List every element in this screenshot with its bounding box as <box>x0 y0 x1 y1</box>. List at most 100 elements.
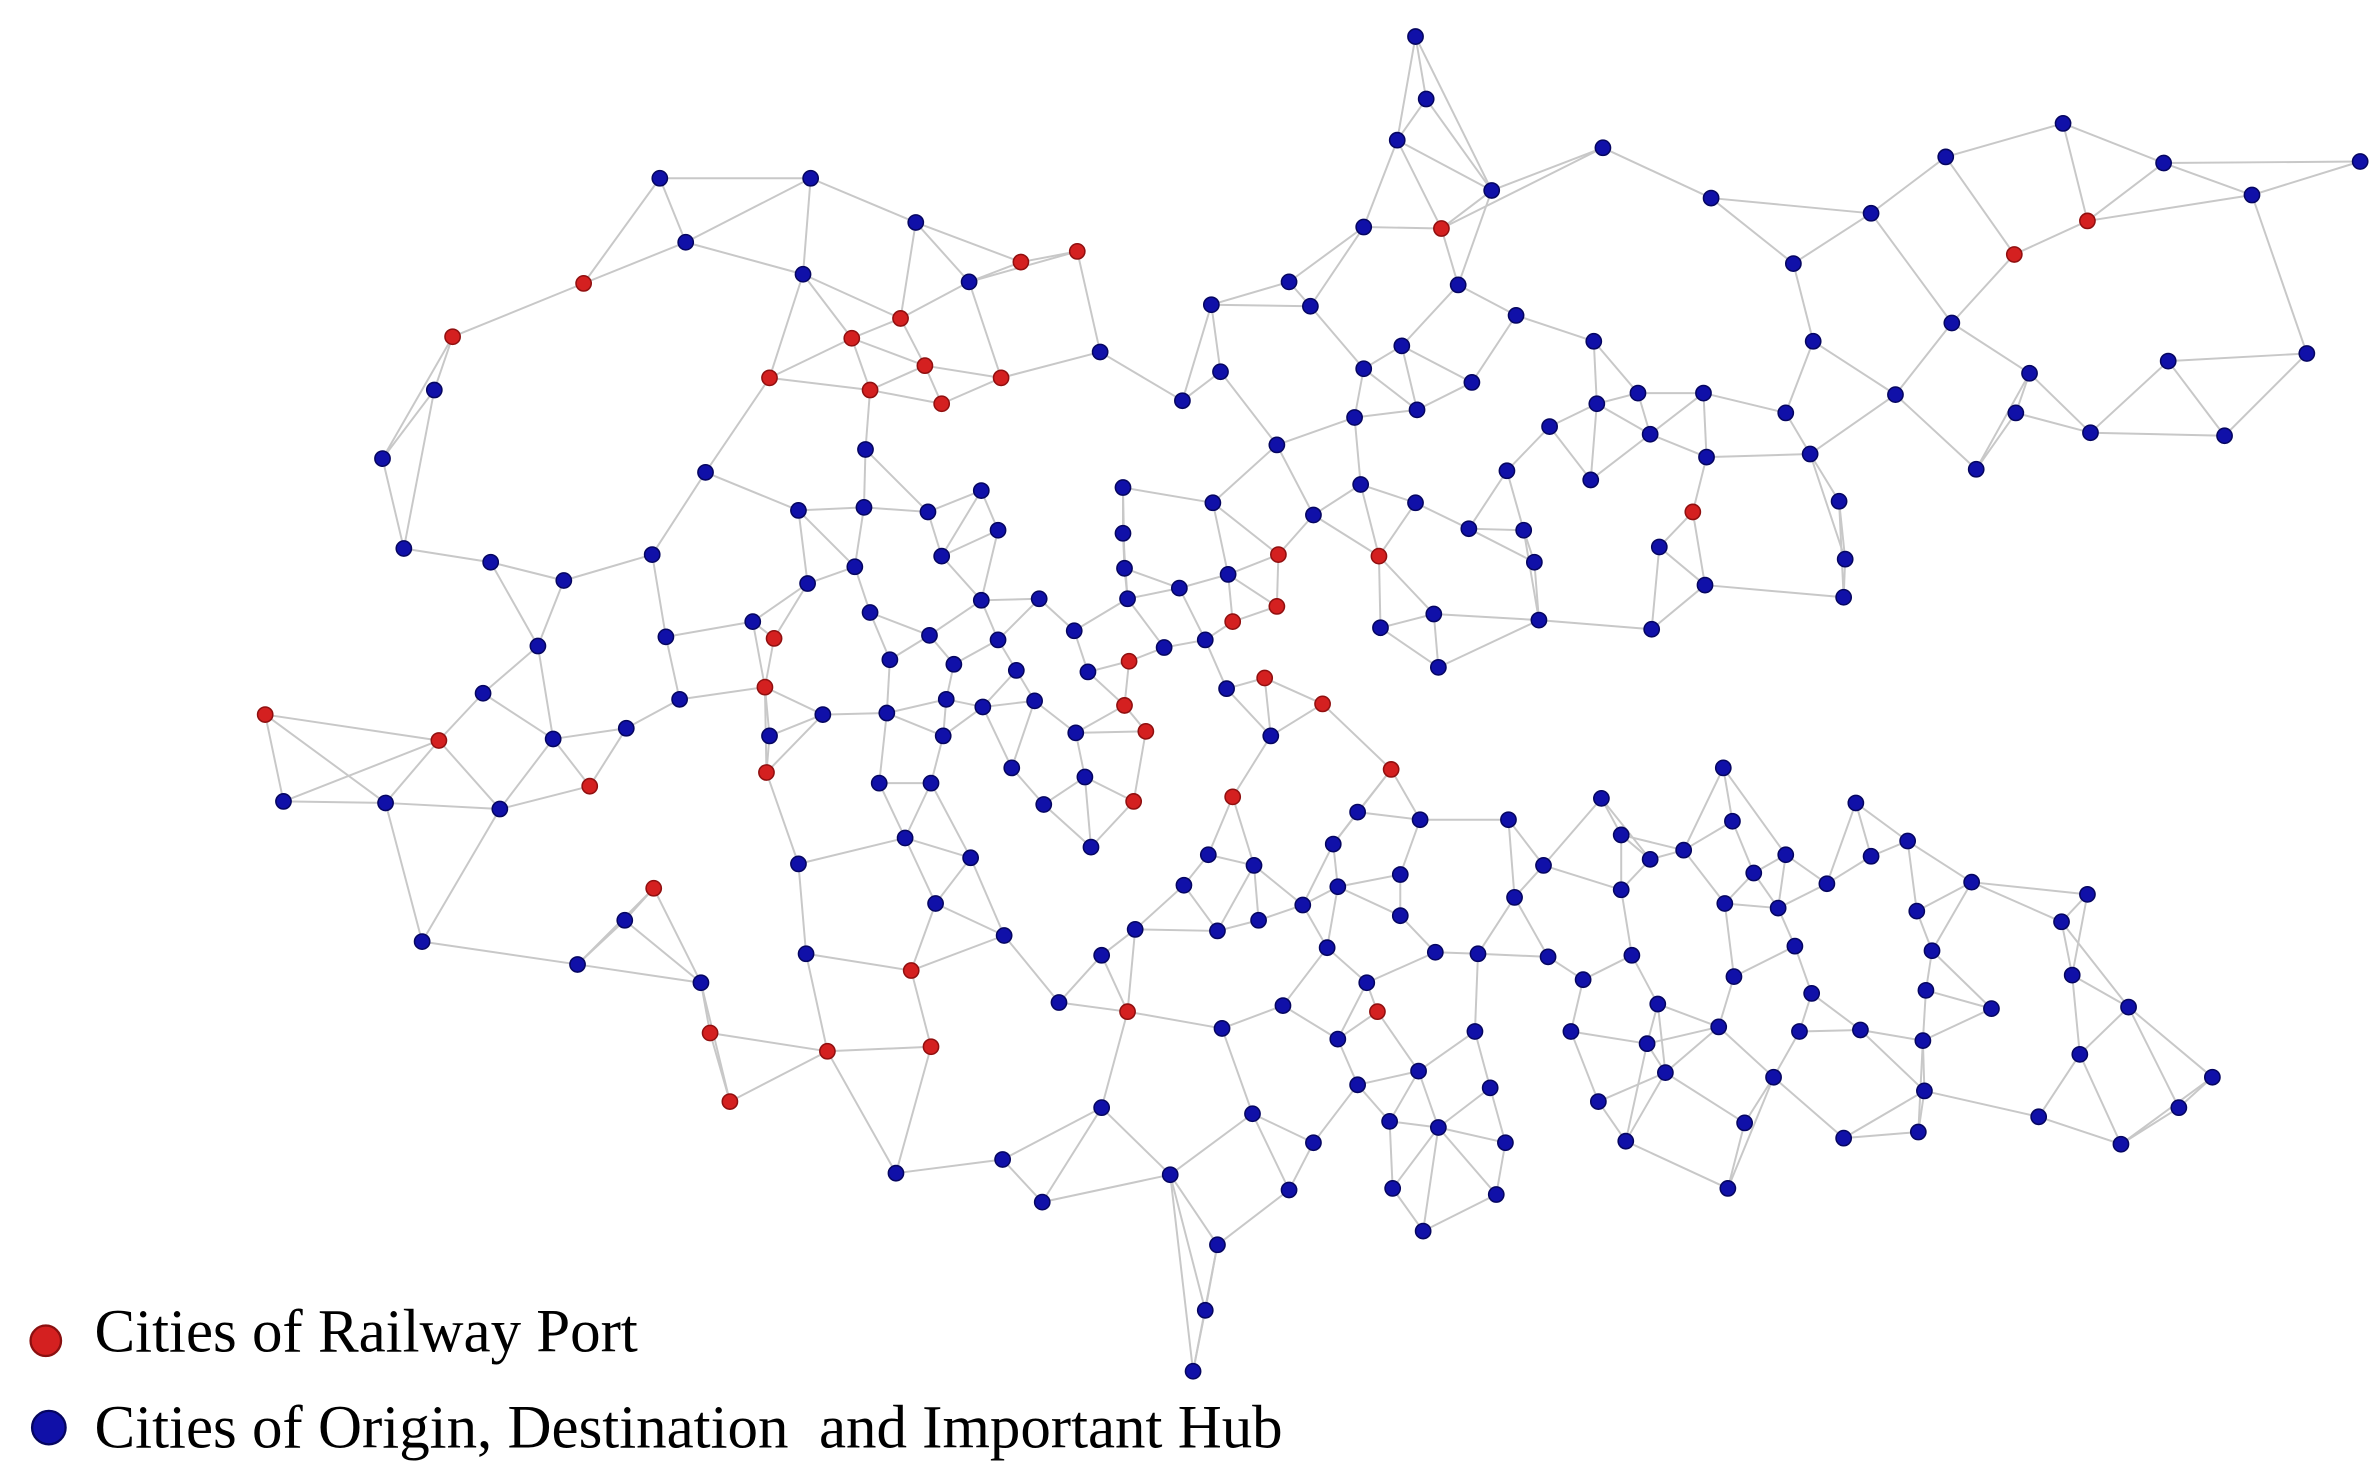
hub-node <box>1909 1123 1927 1141</box>
edge <box>769 337 853 379</box>
edge <box>1211 502 1230 575</box>
hub-node <box>1174 392 1191 410</box>
edge <box>940 555 983 601</box>
hub-node <box>2082 424 2099 442</box>
hub-node <box>994 1151 1011 1168</box>
hub-node <box>1862 204 1880 222</box>
hub-node <box>1116 559 1133 577</box>
edge <box>904 837 937 904</box>
edge <box>1390 768 1421 821</box>
edge <box>1401 284 1459 347</box>
hub-node <box>1469 945 1487 963</box>
hub-node <box>1305 1134 1322 1152</box>
nodes <box>256 28 2369 1380</box>
edge <box>1362 139 1399 228</box>
edge <box>2037 1053 2081 1118</box>
hub-node <box>881 651 899 669</box>
edge <box>805 952 912 972</box>
edge <box>1337 885 1401 917</box>
edge <box>851 337 926 367</box>
edge <box>1975 372 2031 470</box>
hub-node <box>1967 460 1985 478</box>
edge <box>1002 1106 1103 1161</box>
edge <box>2071 894 2089 976</box>
edge <box>899 317 926 367</box>
edge <box>1169 1174 1207 1311</box>
edge <box>1432 613 1440 668</box>
edge <box>1134 884 1185 931</box>
edge <box>1396 139 1493 192</box>
edge <box>1169 1174 1195 1372</box>
railway-port-node <box>1119 1003 1136 1021</box>
edge <box>1651 584 1706 631</box>
edge <box>2251 194 2308 354</box>
hub-node <box>2112 1135 2130 1153</box>
edge <box>1043 803 1092 848</box>
hub-node <box>802 169 820 187</box>
railway-port-node <box>1012 253 1030 271</box>
hub-node <box>2159 352 2177 370</box>
hub-node <box>1212 363 1229 381</box>
hub-node <box>1574 971 1592 989</box>
hub-node <box>1803 985 1821 1002</box>
edge <box>563 553 653 582</box>
edge <box>1360 483 1416 504</box>
hub-node <box>934 727 952 745</box>
hub-node <box>907 214 925 231</box>
hub-node <box>1463 374 1481 391</box>
edge <box>1275 554 1280 607</box>
edge <box>1726 1076 1775 1189</box>
hub-node <box>555 572 573 589</box>
hub-node <box>1250 911 1267 929</box>
hub-node <box>2030 1108 2048 1126</box>
edge <box>536 580 565 647</box>
hub-node <box>878 704 896 722</box>
hub-node <box>1426 943 1444 961</box>
edge <box>797 510 809 584</box>
edge <box>1437 619 1540 669</box>
edge <box>1084 776 1135 803</box>
edge <box>769 713 824 737</box>
edge <box>1777 854 1787 909</box>
edge <box>1945 122 2064 158</box>
edge <box>769 376 871 392</box>
edge <box>1399 819 1422 875</box>
hub-node <box>972 591 990 609</box>
hub-node <box>1079 663 1097 681</box>
railway-port-node <box>1224 613 1242 631</box>
edge <box>1221 1004 1284 1030</box>
railway-port-node <box>819 1042 836 1060</box>
edge <box>1207 796 1234 856</box>
edge <box>1301 843 1335 906</box>
edge <box>981 706 1013 769</box>
edge <box>904 837 971 859</box>
edge <box>1132 731 1147 802</box>
edge <box>1691 456 1708 513</box>
edge <box>1100 1106 1171 1176</box>
edge <box>1522 530 1540 621</box>
edge <box>1210 304 1222 372</box>
edge <box>1726 1122 1746 1189</box>
hub-node <box>857 441 874 458</box>
hub-node <box>1791 1023 1808 1040</box>
edge <box>1646 1025 1719 1045</box>
edge <box>1127 1010 1223 1030</box>
edge <box>1363 226 1442 230</box>
edge <box>1907 840 1973 884</box>
hub-node <box>1562 1023 1580 1040</box>
hub-node <box>1835 588 1853 606</box>
railway-port-node <box>430 732 448 749</box>
hub-node <box>962 849 980 867</box>
hub-node <box>1765 1068 1782 1086</box>
hub-node <box>1030 590 1048 608</box>
edge <box>1491 146 1604 192</box>
hub-node <box>1923 942 1941 960</box>
edge <box>953 639 999 666</box>
edge <box>863 506 929 513</box>
edge <box>1212 444 1278 504</box>
edge <box>1336 982 1368 1040</box>
edge <box>869 389 942 405</box>
railway-port-node <box>756 678 774 696</box>
edge <box>1792 263 1815 342</box>
hub-node <box>1358 974 1376 992</box>
